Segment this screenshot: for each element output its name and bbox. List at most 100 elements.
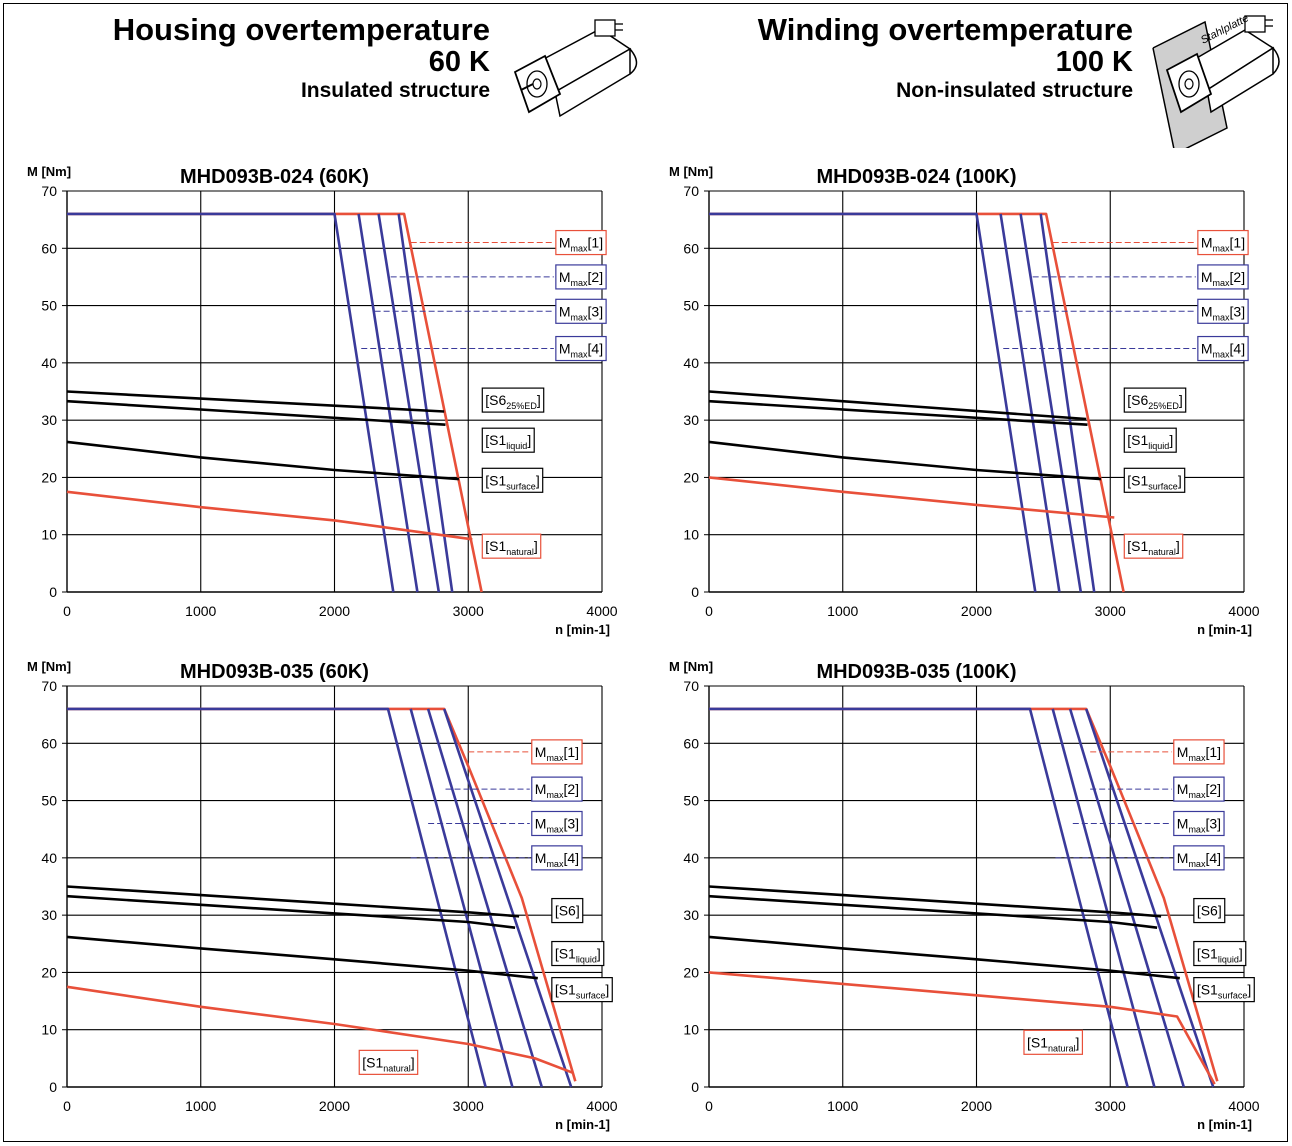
chart-mhd093b-024-60k: MHD093B-024 (60K) M [Nm] 0 10 20 30 40 50 60 70 0 1… [27,164,618,637]
series-line-blue [397,213,454,593]
x-tick-label: 1000 [827,603,858,619]
series-label: Mmax[3] [559,303,603,322]
series-line-blue [409,708,514,1088]
series-label-box [1123,387,1187,413]
series-line-black [66,885,520,918]
header-left-title: Housing overtemperature [112,12,490,47]
chart-title: MHD093B-024 (60K) [180,166,369,188]
chart-title: MHD093B-024 (100K) [816,166,1016,188]
x-tick-label: 1000 [185,1098,216,1114]
chart-title: MHD093B-035 (100K) [816,661,1016,683]
x-tick-label: 3000 [453,1098,484,1114]
y-tick-label: 10 [41,1022,57,1038]
x-axis-label: n [min-1] [1197,622,1252,637]
y-tick-label: 20 [683,964,699,980]
series-label-box [555,229,607,256]
series-label-box [1197,298,1249,324]
series-label: [S1natural] [485,538,537,557]
y-tick-label: 30 [683,412,699,428]
y-tick-label: 70 [683,183,699,199]
series-line-black [708,399,1088,426]
y-tick-label: 0 [49,1079,57,1095]
series-line-blue [709,707,1129,1088]
series-line-red [709,212,1125,593]
x-tick-label: 0 [705,1098,713,1114]
series-label-box [555,335,607,362]
y-tick-label: 40 [41,850,57,866]
series-label: [S1natural] [362,1054,414,1073]
series-label-box [531,776,583,802]
series-label: Mmax[4] [535,850,579,869]
y-tick-label: 40 [41,355,57,371]
series-line-red [709,707,1219,1082]
series-line-blue [1084,708,1215,1088]
series-label-box [481,533,542,559]
series-line-black [708,885,1162,918]
series-label-box [1197,229,1249,256]
x-tick-label: 2000 [961,1098,992,1114]
series-line-blue [999,213,1061,593]
series-label-box [531,810,583,837]
header-right-subtitle: Non-insulated structure [896,78,1133,102]
y-tick-label: 70 [683,678,699,694]
series-line-black [66,440,459,481]
series-line-blue [1051,708,1156,1088]
y-tick-label: 20 [683,469,699,485]
y-axis-label: M [Nm] [669,659,713,674]
series-label: Mmax[1] [1201,235,1245,254]
series-label-box [1193,897,1226,924]
motor-steel-plate-icon: Stahlplatte [1152,12,1280,148]
series-label: Mmax[2] [559,269,603,288]
series-label-box [551,977,613,1003]
x-tick-label: 1000 [185,603,216,619]
y-tick-label: 70 [41,678,57,694]
series-label-box [551,940,605,967]
y-tick-label: 40 [683,355,699,371]
series-label-box [1173,810,1225,837]
series-label: [S6] [1197,903,1222,919]
series-label: Mmax[2] [1201,269,1245,288]
y-tick-label: 30 [683,907,699,923]
series-label-box [555,264,607,290]
series-label-box [555,298,607,324]
x-axis-label: n [min-1] [555,622,610,637]
chart-mhd093b-024-100k: MHD093B-024 (100K) M [Nm] 0 10 20 30 40 50 60 70 0… [669,164,1260,637]
page-frame [3,3,1288,1142]
chart-mhd093b-035-60k: MHD093B-035 (60K) M [Nm] 0 10 20 30 40 50 60 70 0 1… [27,659,618,1132]
series-label: Mmax[3] [535,815,579,834]
series-label: [S1surface] [485,472,539,491]
series-label: Mmax[4] [1177,850,1221,869]
series-label-box [1123,427,1177,453]
series-line-red [67,707,577,1082]
series-label-box [1023,1029,1084,1055]
x-tick-label: 3000 [1095,603,1126,619]
x-tick-label: 3000 [453,603,484,619]
y-tick-label: 20 [41,964,57,980]
y-tick-label: 20 [41,469,57,485]
series-line-black [66,894,516,929]
series-label: [S1liquid] [485,432,531,451]
series-label: [S1liquid] [1127,432,1173,451]
series-line-blue [357,213,419,593]
series-label-box [1193,977,1255,1003]
chart-mhd093b-035-100k: MHD093B-035 (100K) M [Nm] 0 10 20 30 40 50 60 70 0… [669,659,1260,1132]
header-right-value: 100 K [1055,45,1133,78]
x-axis-label: n [min-1] [555,1117,610,1132]
chart-title: MHD093B-035 (60K) [180,661,369,683]
series-label: [S1natural] [1027,1034,1079,1053]
series-label: Mmax[3] [1177,815,1221,834]
series-line-black [708,894,1158,929]
x-tick-label: 0 [705,603,713,619]
x-tick-label: 4000 [1228,603,1259,619]
series-label-box [481,467,544,493]
y-axis-label: M [Nm] [669,164,713,179]
series-label: [S1natural] [1127,538,1179,557]
series-line-blue [1019,213,1083,593]
series-label-box [1193,940,1247,967]
y-tick-label: 60 [41,735,57,751]
y-tick-label: 40 [683,850,699,866]
series-label: Mmax[2] [1177,781,1221,800]
y-tick-label: 60 [41,240,57,256]
series-label: [S625%ED] [485,392,540,411]
series-line-blue [377,213,441,593]
